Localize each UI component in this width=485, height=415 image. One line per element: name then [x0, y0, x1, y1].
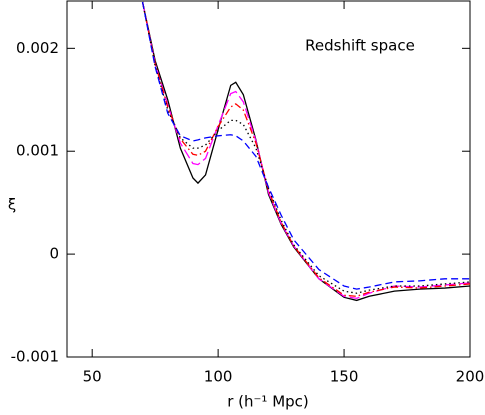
lines — [141, 1, 470, 302]
plot-frame — [66, 0, 471, 358]
x-axis-label: r (h⁻¹ Mpc) — [227, 393, 309, 411]
x-tick-label: 100 — [204, 368, 233, 386]
x-tick-label: 150 — [330, 368, 359, 386]
y-tick-label: 0 — [49, 245, 59, 263]
series-line — [141, 1, 470, 294]
x-tick-label: 50 — [83, 368, 102, 386]
series-line — [141, 1, 470, 290]
y-tick-label: 0.001 — [16, 142, 59, 160]
annotation: Redshift space — [305, 37, 415, 55]
y-tick-label: -0.001 — [11, 348, 59, 366]
x-tick-label: 200 — [456, 368, 485, 386]
y-tick-label: 0.002 — [16, 39, 59, 57]
y-axis-label: ξ — [8, 196, 16, 214]
series-line — [141, 1, 470, 297]
